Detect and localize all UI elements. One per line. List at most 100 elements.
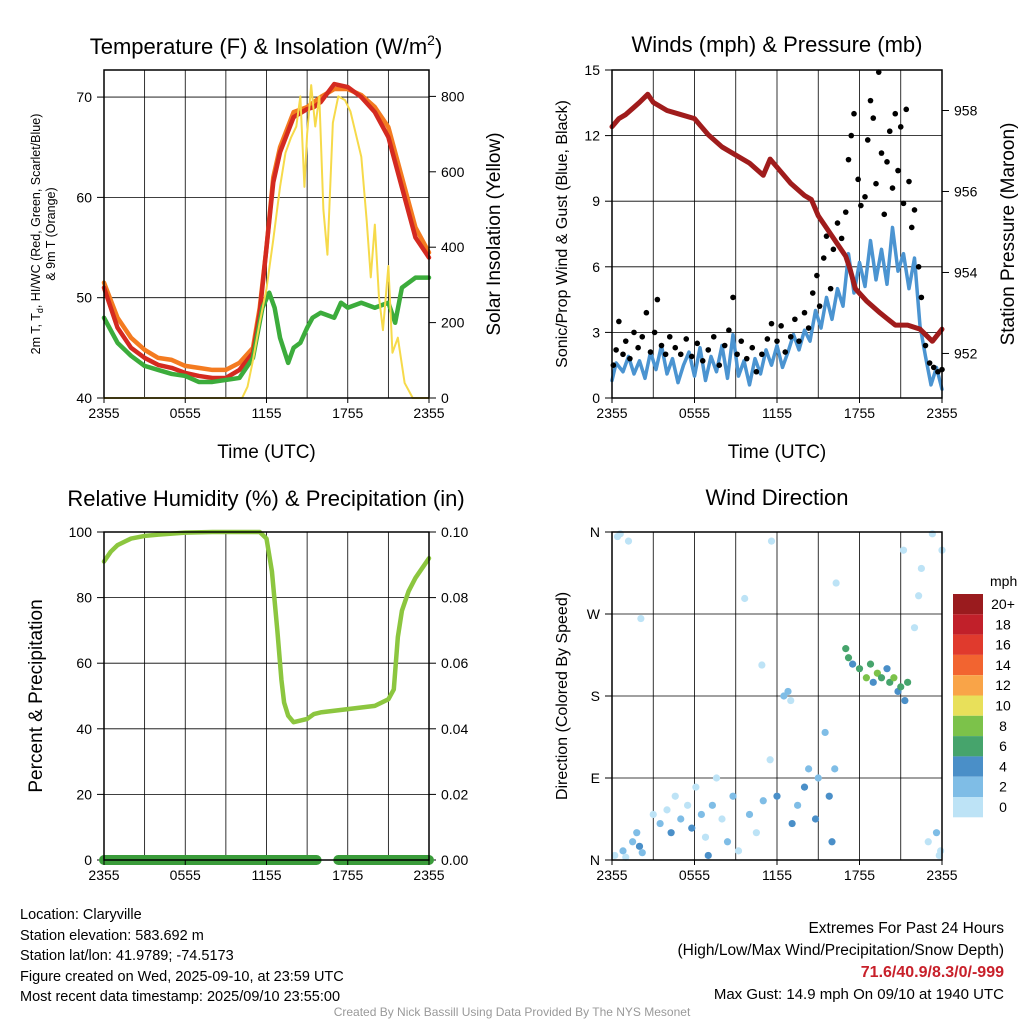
- x-tick-label: 2355: [413, 405, 444, 421]
- direction-point: [901, 696, 909, 705]
- direction-point: [883, 665, 891, 673]
- legend-label: 14: [995, 657, 1011, 673]
- direction-point: [805, 765, 813, 773]
- direction-point: [633, 829, 641, 837]
- station-info: Location: Claryville Station elevation: …: [20, 905, 344, 1008]
- gust-point: [886, 128, 893, 135]
- y2-tick-label: 200: [441, 315, 465, 331]
- y2-tick-label: 956: [954, 183, 978, 199]
- direction-point: [862, 674, 870, 682]
- x-tick-label: 0555: [679, 867, 710, 883]
- gust-point: [631, 329, 637, 336]
- extremes-subtitle: (High/Low/Max Wind/Precipitation/Snow De…: [677, 942, 1005, 959]
- gust-point: [878, 150, 885, 156]
- direction-point: [635, 842, 644, 850]
- gust-point: [851, 110, 857, 117]
- x-axis-label: Time (UTC): [728, 442, 827, 463]
- gust-point: [801, 309, 808, 316]
- gust-point: [622, 338, 629, 344]
- direction-point: [729, 792, 737, 800]
- y2-tick-label: 0.10: [441, 524, 468, 540]
- chart-title: Winds (mph) & Pressure (mb): [632, 32, 923, 57]
- gust-point: [620, 351, 626, 358]
- gust-point: [627, 355, 633, 362]
- x-tick-label: 2355: [88, 405, 119, 421]
- gust-point: [816, 303, 823, 309]
- x-tick-label: 1155: [251, 867, 281, 883]
- y2-tick-label: 600: [441, 164, 465, 180]
- direction-point: [915, 592, 923, 600]
- direction-point: [917, 564, 925, 573]
- gust-point: [639, 333, 646, 340]
- gust-point: [823, 233, 830, 239]
- legend-label: 18: [995, 616, 1011, 632]
- gust-point: [705, 347, 712, 353]
- gust-point: [908, 224, 915, 231]
- direction-point: [767, 537, 776, 545]
- gust-point: [855, 176, 861, 183]
- gust-point: [774, 338, 780, 344]
- gust-point: [613, 347, 619, 353]
- direction-point: [821, 728, 829, 737]
- legend-label: 20+: [991, 596, 1015, 612]
- x-tick-label: 1755: [332, 405, 363, 421]
- gust-point: [842, 209, 849, 215]
- gust-point: [787, 333, 794, 340]
- direction-point: [723, 838, 732, 846]
- direction-point: [904, 678, 912, 686]
- gust-point: [814, 272, 820, 279]
- direction-point: [688, 824, 696, 832]
- direction-point: [844, 654, 853, 662]
- legend-swatch: [953, 756, 983, 777]
- y-tick-label: 6: [592, 259, 600, 275]
- x-tick-label: 1755: [332, 867, 363, 883]
- gust-point: [827, 285, 834, 292]
- gust-point: [699, 358, 706, 364]
- direction-point: [671, 792, 679, 800]
- series-relative-humidity: [101, 529, 432, 725]
- gust-point: [677, 351, 684, 358]
- gust-point: [616, 318, 622, 325]
- gust-point: [792, 316, 798, 323]
- y-tick-label: 0: [84, 852, 92, 868]
- x-axis-label: Time (UTC): [217, 442, 316, 463]
- gust-point: [845, 156, 852, 163]
- direction-point: [788, 819, 796, 828]
- y-tick-label: 40: [76, 721, 92, 737]
- y2-axis-label: Station Pressure (Maroon): [998, 123, 1019, 346]
- gust-point: [911, 207, 918, 213]
- legend-label: 16: [995, 637, 1011, 653]
- extremes-values: 71.6/40.9/8.3/0/-999: [860, 964, 1004, 981]
- direction-point: [877, 674, 886, 682]
- y-tick-label: E: [591, 770, 600, 786]
- direction-point: [800, 783, 809, 791]
- direction-point: [734, 847, 743, 855]
- y-tick-label: 9: [592, 193, 600, 209]
- y-tick-label: 60: [76, 655, 92, 671]
- direction-point: [741, 594, 749, 603]
- direction-point: [667, 829, 675, 837]
- gust-point: [926, 360, 933, 366]
- x-tick-label: 2355: [413, 867, 444, 883]
- gust-point: [897, 124, 904, 130]
- y-tick-label: 70: [76, 89, 92, 105]
- direction-point: [697, 810, 705, 819]
- gust-point: [651, 329, 658, 336]
- direction-point: [759, 797, 767, 805]
- direction-point: [897, 683, 905, 691]
- gust-point: [666, 333, 673, 340]
- direction-point: [828, 838, 836, 846]
- y-tick-label: 12: [584, 128, 600, 144]
- gust-point: [834, 220, 841, 226]
- direction-point: [842, 645, 850, 653]
- y-tick-label: 0: [592, 390, 600, 406]
- direction-point: [649, 810, 657, 819]
- gust-point: [820, 255, 827, 261]
- direction-point: [622, 853, 630, 861]
- legend-title: mph: [990, 573, 1017, 589]
- direction-point: [637, 614, 645, 623]
- direction-point: [794, 801, 802, 809]
- direction-point: [692, 783, 700, 791]
- gust-point: [903, 106, 910, 113]
- gust-point: [683, 336, 690, 342]
